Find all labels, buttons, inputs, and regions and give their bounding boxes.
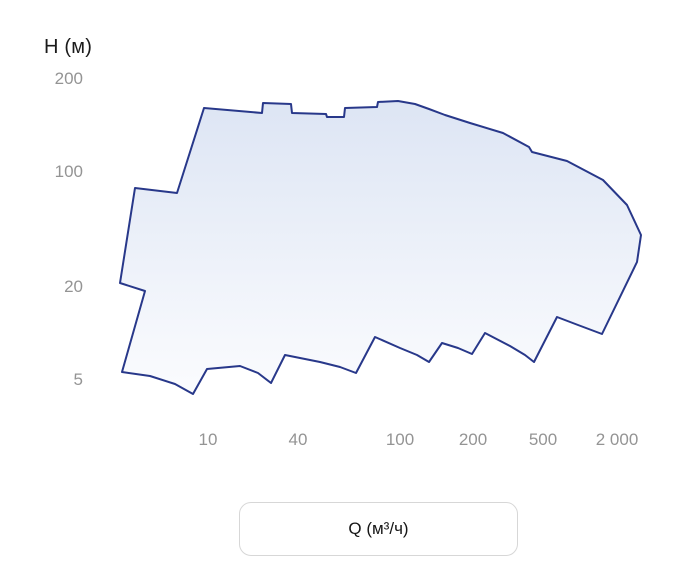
y-tick-label: 20 xyxy=(64,277,83,296)
y-tick-label: 5 xyxy=(73,370,83,389)
x-axis-unit-label: Q (м³/ч) xyxy=(348,519,409,538)
x-tick-label: 200 xyxy=(458,430,488,449)
x-tick-label: 40 xyxy=(288,430,308,449)
x-tick-label: 10 xyxy=(198,430,218,449)
y-axis-title: H (м) xyxy=(44,36,93,58)
x-axis-unit-button[interactable]: Q (м³/ч) xyxy=(239,502,518,556)
x-tick-label: 2 000 xyxy=(595,430,639,449)
envelope-region xyxy=(119,100,642,395)
y-axis-tick-labels: 200 100 20 5 xyxy=(0,0,83,460)
x-axis-tick-labels: 10 40 100 200 500 2 000 xyxy=(198,430,639,449)
x-tick-label: 100 xyxy=(385,430,415,449)
x-tick-label: 500 xyxy=(528,430,558,449)
y-tick-label: 100 xyxy=(54,162,83,181)
y-tick-label: 200 xyxy=(54,69,83,88)
